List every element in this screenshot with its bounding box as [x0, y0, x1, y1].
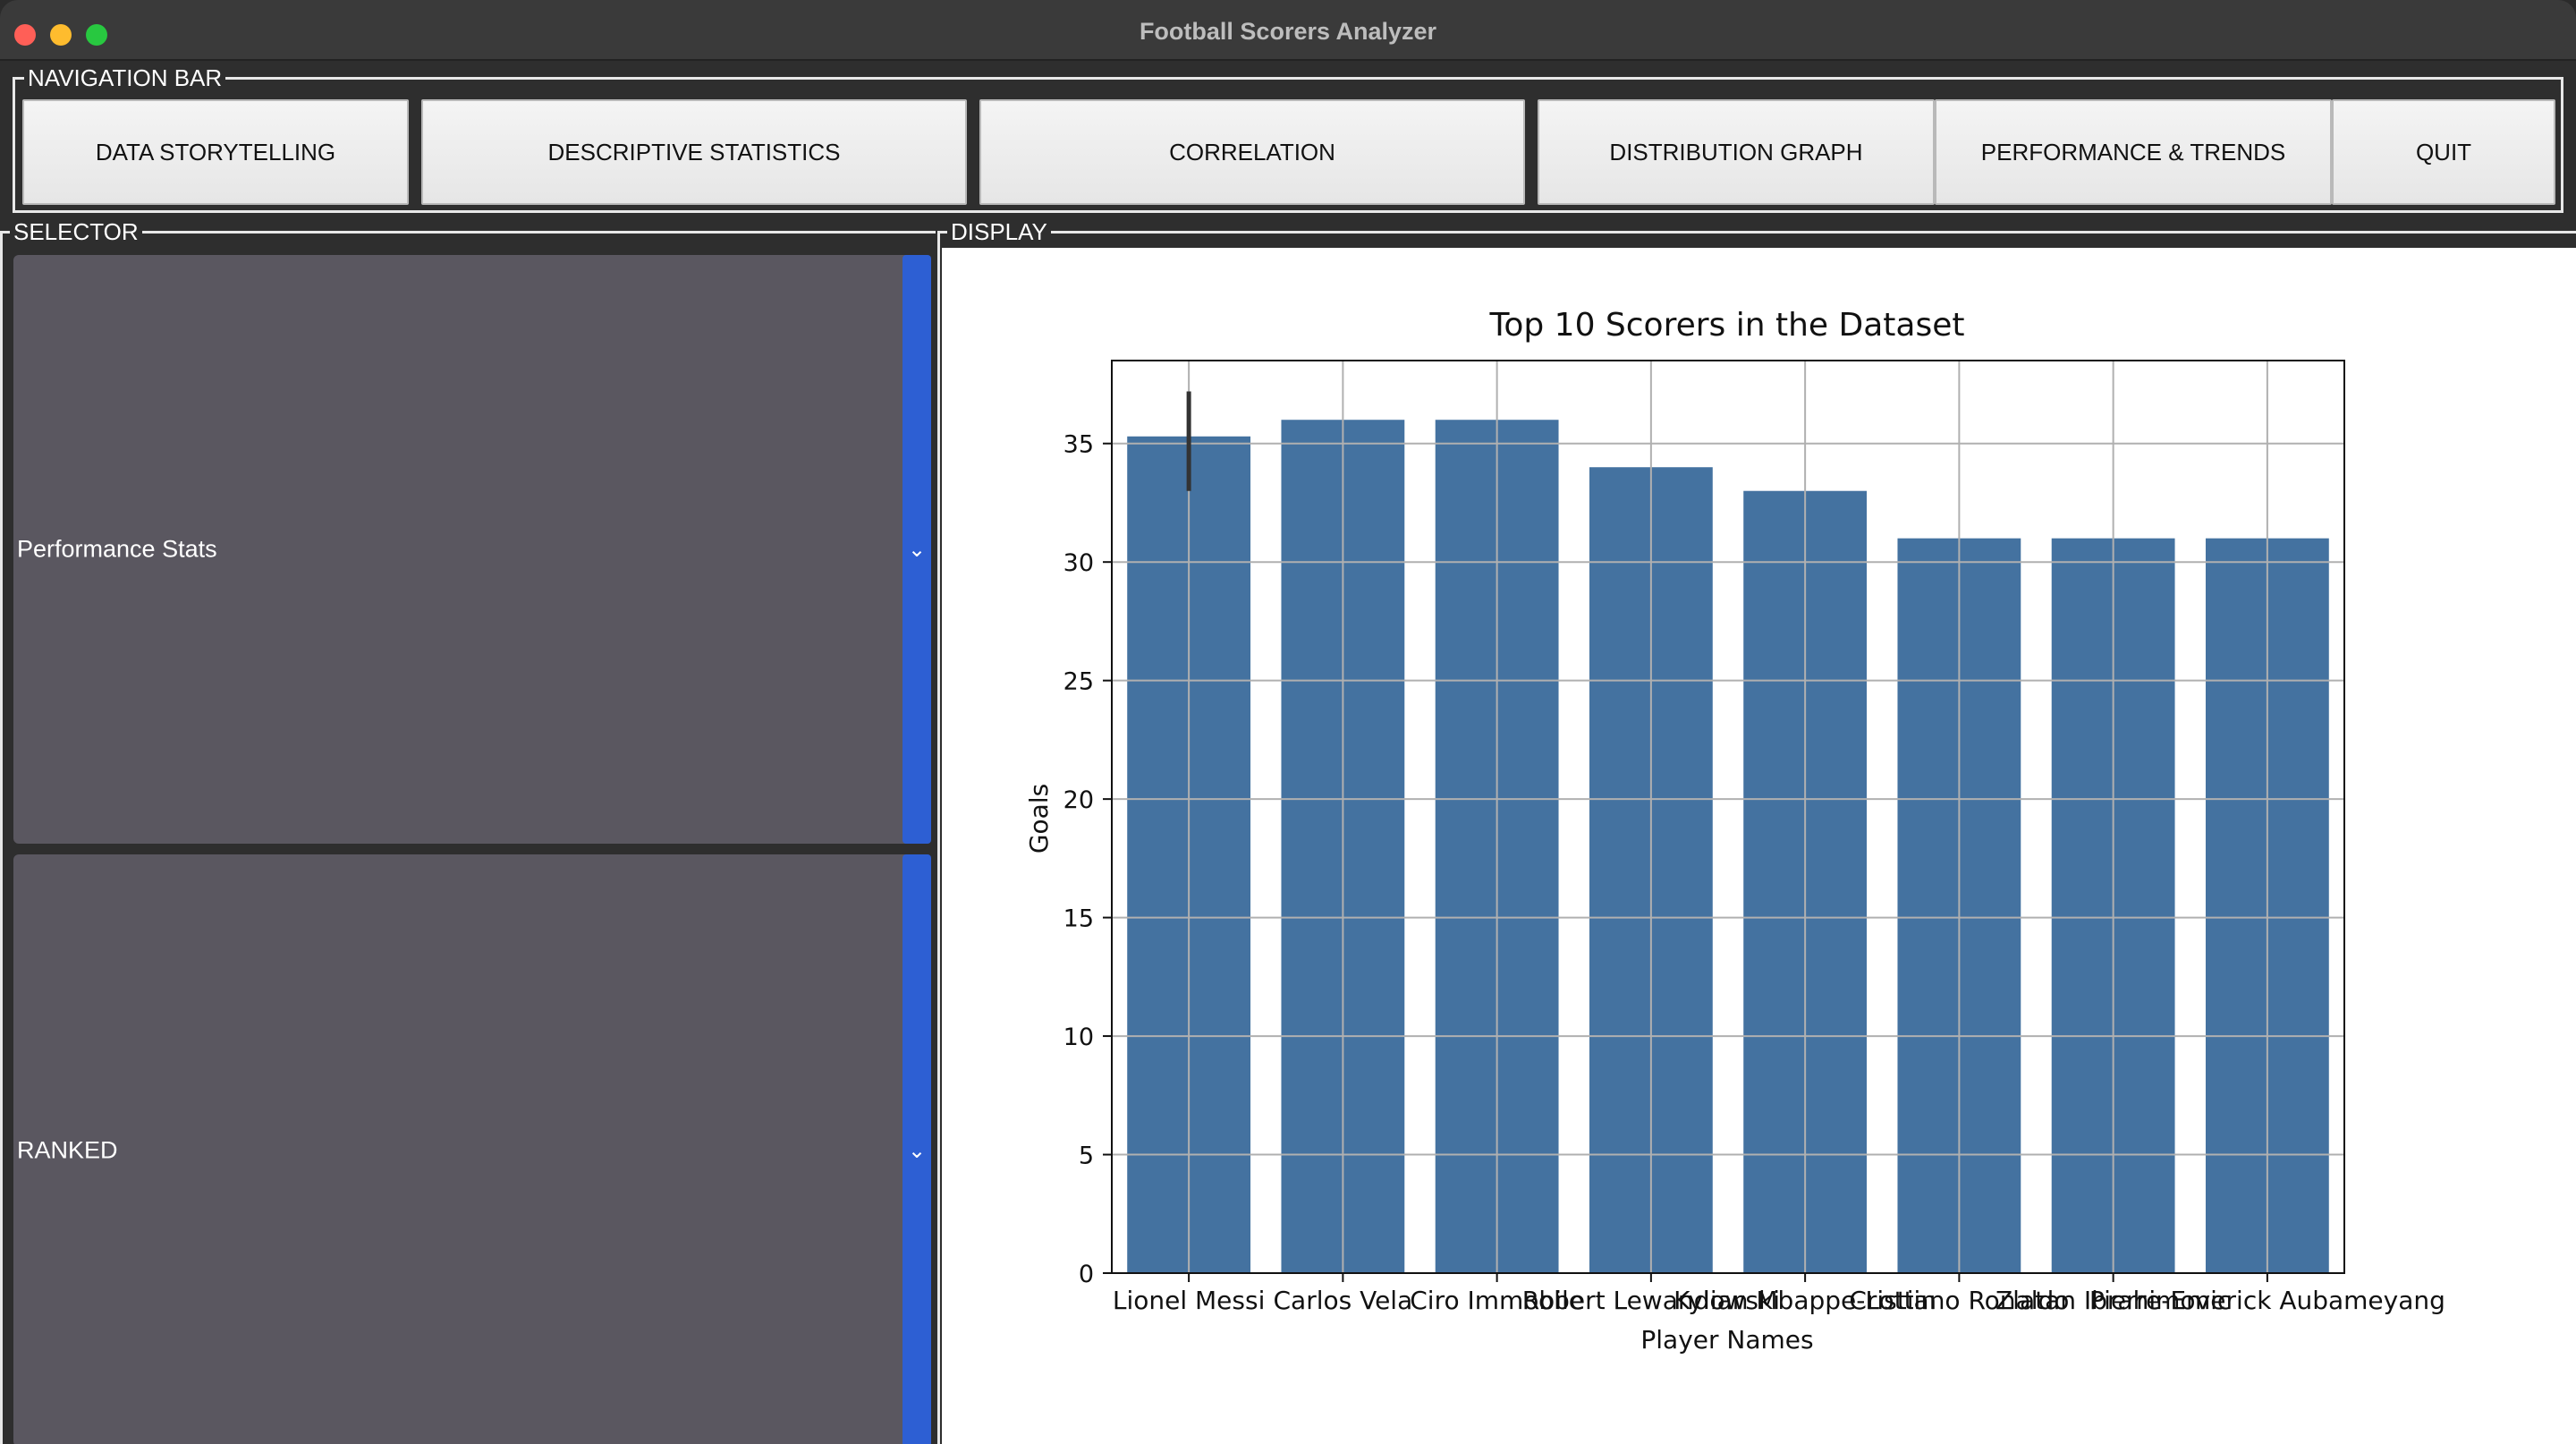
chart-canvas: Top 10 Scorers in the Dataset Goals Play… — [942, 248, 2576, 1444]
correlation-button[interactable]: CORRELATION — [979, 99, 1525, 205]
y-tick-label: 0 — [1079, 1261, 1094, 1288]
display-panel: DISPLAY Top 10 Scorers in the Dataset Go… — [937, 219, 2576, 1444]
minimize-window-button[interactable] — [50, 24, 72, 46]
x-tick-label: Pierre-Emerick Aubameyang — [2089, 1286, 2445, 1315]
y-tick-label: 20 — [1063, 786, 1094, 814]
navigation-bar: NAVIGATION BAR DATA STORYTELLING DESCRIP… — [13, 65, 2563, 213]
navigation-bar-legend: NAVIGATION BAR — [24, 65, 226, 90]
y-tick-label: 25 — [1063, 668, 1094, 696]
x-axis-label: Player Names — [1640, 1325, 1813, 1355]
stats-type-dropdown[interactable]: RANKED ⌄ — [13, 854, 931, 1444]
close-window-button[interactable] — [14, 24, 36, 46]
y-tick-label: 35 — [1063, 431, 1094, 459]
x-tick-label: Robert Lewandowski — [1522, 1286, 1780, 1315]
x-tick-label: Carlos Vela — [1273, 1286, 1412, 1315]
x-tick-label: Lionel Messi — [1113, 1286, 1266, 1315]
selector-legend: SELECTOR — [10, 219, 142, 244]
x-tick-label: Ciro Immobile — [1410, 1286, 1584, 1315]
maximize-window-button[interactable] — [86, 24, 107, 46]
plot-frame — [1111, 360, 2345, 1274]
chevron-down-icon[interactable]: ⌄ — [902, 854, 931, 1444]
selector-panel: SELECTOR Performance Stats ⌄ RANKED ⌄ — [0, 219, 936, 1444]
stats-type-value: RANKED — [17, 1136, 118, 1164]
quit-button[interactable]: QUIT — [2332, 99, 2555, 205]
x-tick-label: Cristiano Ronaldo — [1849, 1286, 2069, 1315]
bar-chart: Top 10 Scorers in the Dataset Goals Play… — [1024, 307, 2445, 1355]
plot-area: 0 5 10 15 20 25 30 35 Lionel Messi Carlos VelaCir… — [1063, 360, 2445, 1315]
stats-category-dropdown[interactable]: Performance Stats ⌄ — [13, 255, 931, 844]
window-title: Football Scorers Analyzer — [1139, 18, 1437, 45]
y-axis-label: Goals — [1024, 784, 1054, 854]
stats-category-value: Performance Stats — [17, 535, 217, 563]
title-bar: Football Scorers Analyzer — [0, 0, 2576, 61]
display-legend: DISPLAY — [947, 219, 1051, 244]
y-tick-label: 5 — [1079, 1142, 1094, 1170]
chevron-down-icon[interactable]: ⌄ — [902, 255, 931, 844]
y-tick-label: 10 — [1063, 1024, 1094, 1051]
descriptive-statistics-button[interactable]: DESCRIPTIVE STATISTICS — [421, 99, 967, 205]
y-tick-label: 30 — [1063, 549, 1094, 577]
x-tick-label: Zlatan Ibrahimovic — [1996, 1286, 2231, 1315]
distribution-graph-button[interactable]: DISTRIBUTION GRAPH — [1538, 99, 1935, 205]
chart-title: Top 10 Scorers in the Dataset — [1488, 307, 1964, 344]
performance-trends-button[interactable]: PERFORMANCE & TRENDS — [1935, 99, 2332, 205]
y-tick-label: 15 — [1063, 905, 1094, 933]
x-tick-label: Kylian Mbappe-Lottin — [1674, 1286, 1936, 1315]
data-storytelling-button[interactable]: DATA STORYTELLING — [22, 99, 409, 205]
